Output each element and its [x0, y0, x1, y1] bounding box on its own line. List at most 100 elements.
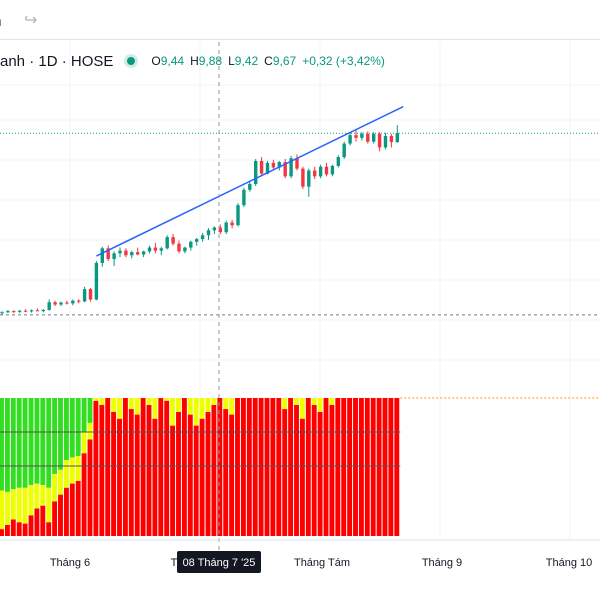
legend-high: H9,88: [190, 54, 222, 68]
osc-red-bar: [181, 398, 187, 536]
osc-red-bar: [164, 400, 170, 536]
osc-red-bar: [217, 398, 223, 536]
osc-red-bar: [87, 439, 93, 536]
osc-yellow-bar: [187, 398, 193, 415]
time-axis-label: Tháng 9: [422, 557, 462, 569]
osc-yellow-bar: [99, 398, 105, 405]
symbol-legend[interactable]: anh · 1D · HOSE O9,44 H9,88 L9,42 C9,67 …: [0, 51, 385, 71]
candle-body: [29, 310, 34, 312]
high-value: 9,88: [198, 54, 223, 68]
osc-red-bar: [22, 523, 28, 536]
osc-red-bar: [370, 398, 376, 536]
candle-body: [171, 237, 175, 244]
candle-body: [118, 250, 122, 254]
osc-red-bar: [58, 494, 63, 536]
osc-green-bar: [40, 398, 46, 485]
low-value: 9,42: [234, 54, 259, 68]
candle-body: [18, 310, 22, 312]
candle-body: [383, 135, 388, 148]
osc-green-bar: [4, 398, 10, 492]
candle-body: [236, 205, 240, 226]
osc-yellow-bar: [229, 398, 235, 415]
osc-red-bar: [111, 411, 117, 536]
osc-red-bar: [235, 398, 240, 536]
candle-body: [88, 289, 93, 300]
osc-yellow-bar: [75, 455, 81, 481]
osc-yellow-bar: [170, 398, 176, 426]
osc-yellow-bar: [46, 487, 52, 523]
osc-yellow-bar: [146, 398, 152, 405]
candle-body: [130, 252, 134, 256]
osc-green-bar: [81, 398, 87, 433]
close-label: C: [264, 54, 273, 68]
candle-body: [318, 166, 323, 177]
osc-red-bar: [193, 425, 199, 536]
candle-body: [35, 310, 40, 312]
candle-body: [289, 158, 293, 177]
candle-body: [41, 309, 45, 312]
trendline[interactable]: [96, 105, 404, 257]
candles-group: [0, 125, 399, 315]
candle-body: [254, 160, 258, 185]
osc-yellow-bar: [34, 483, 40, 509]
market-status-dot-icon[interactable]: [127, 57, 136, 65]
osc-red-bar: [34, 508, 40, 536]
candle-body: [47, 302, 51, 310]
candle-body: [100, 248, 104, 263]
candle-body: [94, 262, 99, 300]
osc-green-bar: [22, 398, 28, 488]
high-label: H: [190, 54, 199, 68]
osc-red-bar: [16, 522, 22, 536]
osc-red-bar: [347, 398, 353, 536]
redo-icon[interactable]: ↪: [24, 12, 38, 29]
osc-green-bar: [58, 398, 63, 470]
osc-red-bar: [364, 398, 370, 536]
osc-red-bar: [311, 404, 317, 536]
candle-body: [342, 143, 346, 158]
close-value: 9,67: [272, 54, 297, 68]
symbol-title[interactable]: anh · 1D · HOSE: [0, 52, 114, 70]
osc-red-bar: [388, 398, 394, 536]
osc-green-bar: [87, 398, 93, 423]
osc-yellow-bar: [87, 422, 93, 440]
osc-red-bar: [341, 398, 347, 536]
osc-yellow-bar: [164, 398, 170, 401]
candle-body: [12, 311, 16, 313]
osc-red-bar: [211, 404, 217, 536]
candle-body: [230, 222, 234, 226]
osc-red-bar: [99, 404, 105, 536]
candle-body: [336, 157, 340, 166]
candle-body: [82, 289, 87, 302]
osc-red-bar: [317, 411, 323, 536]
legend-open: O9,44: [151, 54, 184, 68]
osc-red-bar: [140, 398, 146, 536]
osc-green-bar: [75, 398, 81, 456]
osc-red-bar: [69, 483, 75, 536]
osc-red-bar: [258, 398, 264, 536]
legend-change: +0,32 (+3,42%): [302, 54, 385, 68]
osc-red-bar: [105, 398, 111, 536]
candle-body: [189, 241, 193, 248]
osc-green-bar: [10, 398, 16, 490]
candle-body: [283, 162, 287, 177]
osc-yellow-bar: [16, 487, 22, 523]
candle-body: [23, 310, 28, 312]
time-axis-label: Tháng 6: [50, 557, 90, 569]
candle-body: [53, 302, 57, 305]
osc-yellow-bar: [63, 460, 69, 488]
osc-yellow-bar: [193, 398, 199, 426]
osc-red-bar: [134, 414, 140, 536]
candle-body: [377, 133, 382, 148]
osc-red-bar: [282, 409, 288, 536]
osc-red-bar: [252, 398, 258, 536]
crosshair-date-label: 08 Tháng 7 '25: [177, 551, 261, 573]
osc-red-bar: [276, 398, 282, 536]
candle-body: [147, 247, 152, 252]
candle-body: [259, 160, 264, 174]
candle-body: [212, 227, 217, 231]
osc-yellow-bar: [311, 398, 317, 405]
osc-yellow-bar: [22, 487, 28, 524]
osc-red-bar: [187, 414, 193, 536]
time-axis[interactable]: Tháng 6 T Tháng Tám Tháng 9 Tháng 10: [50, 557, 592, 569]
